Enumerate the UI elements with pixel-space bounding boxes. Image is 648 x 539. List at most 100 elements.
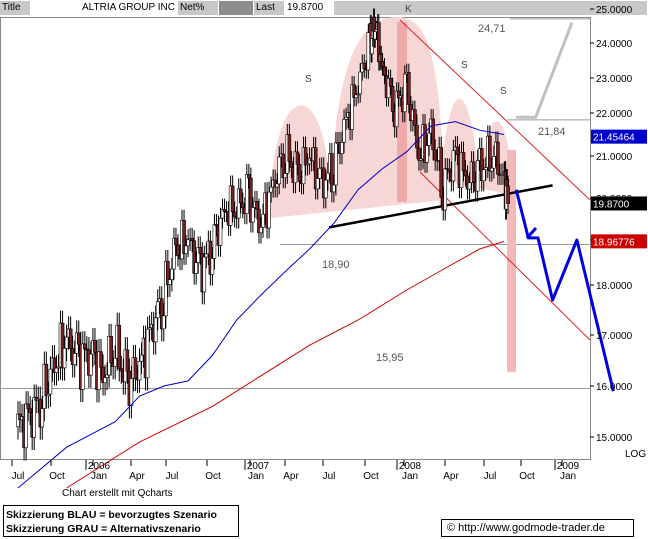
candle-body bbox=[500, 173, 504, 176]
candle-body bbox=[105, 374, 109, 378]
candle-body bbox=[492, 155, 496, 169]
candle-body bbox=[210, 258, 215, 275]
chart-annotations: S K S S 24,71 21,84 18,90 15,95 bbox=[305, 4, 566, 364]
candle-body bbox=[238, 188, 243, 204]
candle-body bbox=[490, 167, 494, 172]
last-value: 19.8700 bbox=[285, 1, 333, 15]
y-tick-label: 18.0000 bbox=[596, 281, 633, 292]
candle-body bbox=[326, 172, 330, 181]
price-tag-label: 21.45464 bbox=[593, 133, 635, 144]
y-tick-label: 15.0000 bbox=[596, 433, 633, 444]
level-label: 15,95 bbox=[376, 352, 404, 364]
candle-body bbox=[332, 184, 336, 193]
channel-upper bbox=[399, 19, 591, 201]
mode-swatch bbox=[219, 1, 253, 15]
scenario-gray bbox=[516, 22, 574, 119]
candle-body bbox=[83, 343, 87, 350]
candle-body bbox=[54, 367, 59, 373]
candle-body bbox=[423, 124, 427, 163]
month-label: Jul bbox=[12, 471, 25, 482]
candle-body bbox=[390, 86, 395, 112]
ma-long bbox=[66, 240, 505, 489]
candle-body bbox=[44, 363, 49, 397]
candle-body bbox=[89, 353, 93, 376]
year-label: 2006 bbox=[88, 461, 111, 472]
month-label: Apr bbox=[283, 471, 299, 482]
candle-body bbox=[222, 208, 227, 212]
candle-body bbox=[506, 185, 510, 204]
candle-body bbox=[455, 146, 460, 156]
candle-body bbox=[249, 177, 253, 223]
candle-body bbox=[162, 315, 166, 330]
month-label: Apr bbox=[443, 471, 459, 482]
candle-body bbox=[467, 182, 472, 190]
candle-body bbox=[153, 317, 158, 343]
candle-body bbox=[313, 147, 318, 190]
candle-body bbox=[208, 240, 213, 275]
candle-body bbox=[461, 152, 466, 172]
candle-body bbox=[32, 396, 37, 438]
candle-body bbox=[198, 247, 203, 254]
candle-body bbox=[417, 147, 421, 161]
breakdown-bar bbox=[507, 150, 516, 372]
scenarios bbox=[514, 22, 615, 392]
candle-body bbox=[352, 84, 356, 98]
source-link[interactable]: http://www.godmode-trader.de bbox=[458, 522, 605, 534]
candle-body bbox=[117, 324, 122, 370]
candle-body bbox=[182, 219, 186, 254]
candle-body bbox=[277, 156, 282, 185]
candle-body bbox=[184, 245, 188, 254]
candle-body bbox=[479, 148, 484, 182]
month-label: Jan bbox=[91, 471, 107, 482]
candle-body bbox=[483, 167, 488, 170]
candle-body bbox=[236, 188, 241, 219]
chart-header: Title ALTRIA GROUP INC Net% Last 19.8700 bbox=[0, 0, 647, 16]
candle-body bbox=[176, 244, 180, 256]
candle-body bbox=[52, 357, 57, 373]
candle-body bbox=[261, 213, 265, 228]
candle-body bbox=[125, 349, 130, 372]
candle-body bbox=[358, 71, 363, 95]
candle-body bbox=[133, 357, 138, 379]
candle-body bbox=[26, 403, 30, 409]
candle-body bbox=[72, 353, 77, 366]
candle-body bbox=[488, 135, 492, 172]
candle-body bbox=[269, 186, 273, 193]
candle-body bbox=[220, 208, 225, 219]
candle-body bbox=[334, 142, 338, 186]
scenario-legend: Skizzierung BLAU = bevorzugtes Szenario … bbox=[3, 505, 239, 537]
candle-body bbox=[481, 169, 486, 182]
candle-body bbox=[109, 336, 113, 364]
candle-body bbox=[40, 408, 45, 428]
candle-body bbox=[46, 393, 51, 397]
chart-source: Chart erstellt mit Qcharts bbox=[62, 488, 173, 499]
price-tag-label: 19.8700 bbox=[593, 199, 630, 210]
candle-body bbox=[93, 340, 97, 353]
mode-label: Net% bbox=[178, 1, 218, 15]
candle-body bbox=[257, 208, 261, 234]
candle-body bbox=[281, 153, 286, 179]
candle-body bbox=[431, 118, 435, 151]
plot-frame bbox=[0, 17, 591, 460]
candle-body bbox=[76, 332, 81, 345]
scenario-blue bbox=[514, 189, 615, 392]
candle-body bbox=[475, 160, 480, 192]
candle-body bbox=[129, 378, 134, 406]
candle-body bbox=[350, 84, 354, 130]
price-tag-label: 18.96776 bbox=[593, 237, 635, 248]
candle-body bbox=[415, 124, 419, 149]
month-label: Jul bbox=[166, 471, 179, 482]
candle-body bbox=[323, 179, 328, 199]
candle-body bbox=[28, 408, 32, 413]
candle-body bbox=[212, 224, 217, 259]
candle-body bbox=[259, 226, 263, 234]
candle-body bbox=[48, 368, 53, 395]
y-tick-label: 21.0000 bbox=[596, 152, 633, 163]
candle-body bbox=[16, 413, 20, 428]
candle-body bbox=[289, 161, 294, 168]
candle-body bbox=[147, 327, 152, 330]
level-label: 18,90 bbox=[322, 259, 350, 271]
y-tick-label: 16.0000 bbox=[596, 382, 633, 393]
candle-body bbox=[164, 260, 168, 317]
